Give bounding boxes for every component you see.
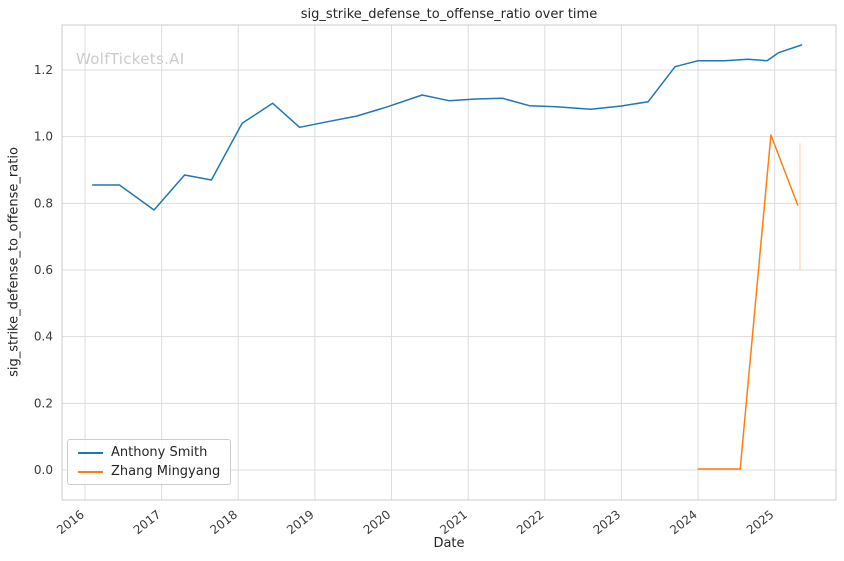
watermark: WolfTickets.AI [76,50,185,68]
x-tick-label: 2022 [514,507,547,537]
y-tick-label: 0.6 [34,263,53,277]
legend-item: Anthony Smith [78,446,220,459]
x-axis-label: Date [433,536,465,551]
y-tick-label: 0.4 [34,330,53,344]
y-axis-label: sig_strike_defense_to_offense_ratio [6,147,22,377]
x-tick-label: 2024 [667,507,700,537]
y-tick-label: 0.0 [34,463,53,477]
plot-border [61,24,837,501]
series-line [91,44,803,211]
legend-line-swatch [78,470,103,473]
legend-label: Zhang Mingyang [111,464,221,479]
x-tick-label: 2016 [54,507,87,537]
x-tick-label: 2020 [361,507,394,537]
legend-line-swatch [78,451,103,454]
x-tick-label: 2021 [437,507,470,537]
legend-label: Anthony Smith [111,445,208,460]
y-tick-label: 1.0 [34,130,53,144]
y-tick-label: 0.2 [34,396,53,410]
legend: Anthony Smith Zhang Mingyang [67,439,232,485]
y-tick-label: 1.2 [34,63,53,77]
x-tick-label: 2018 [207,507,240,537]
legend-item: Zhang Mingyang [78,465,220,478]
x-tick-label: 2023 [591,507,624,537]
x-tick-label: 2017 [131,507,164,537]
chart-title: sig_strike_defense_to_offense_ratio over… [300,7,598,22]
series-line [697,134,799,470]
x-tick-label: 2025 [744,507,777,537]
y-tick-label: 0.8 [34,196,53,210]
x-tick-label: 2019 [284,507,317,537]
